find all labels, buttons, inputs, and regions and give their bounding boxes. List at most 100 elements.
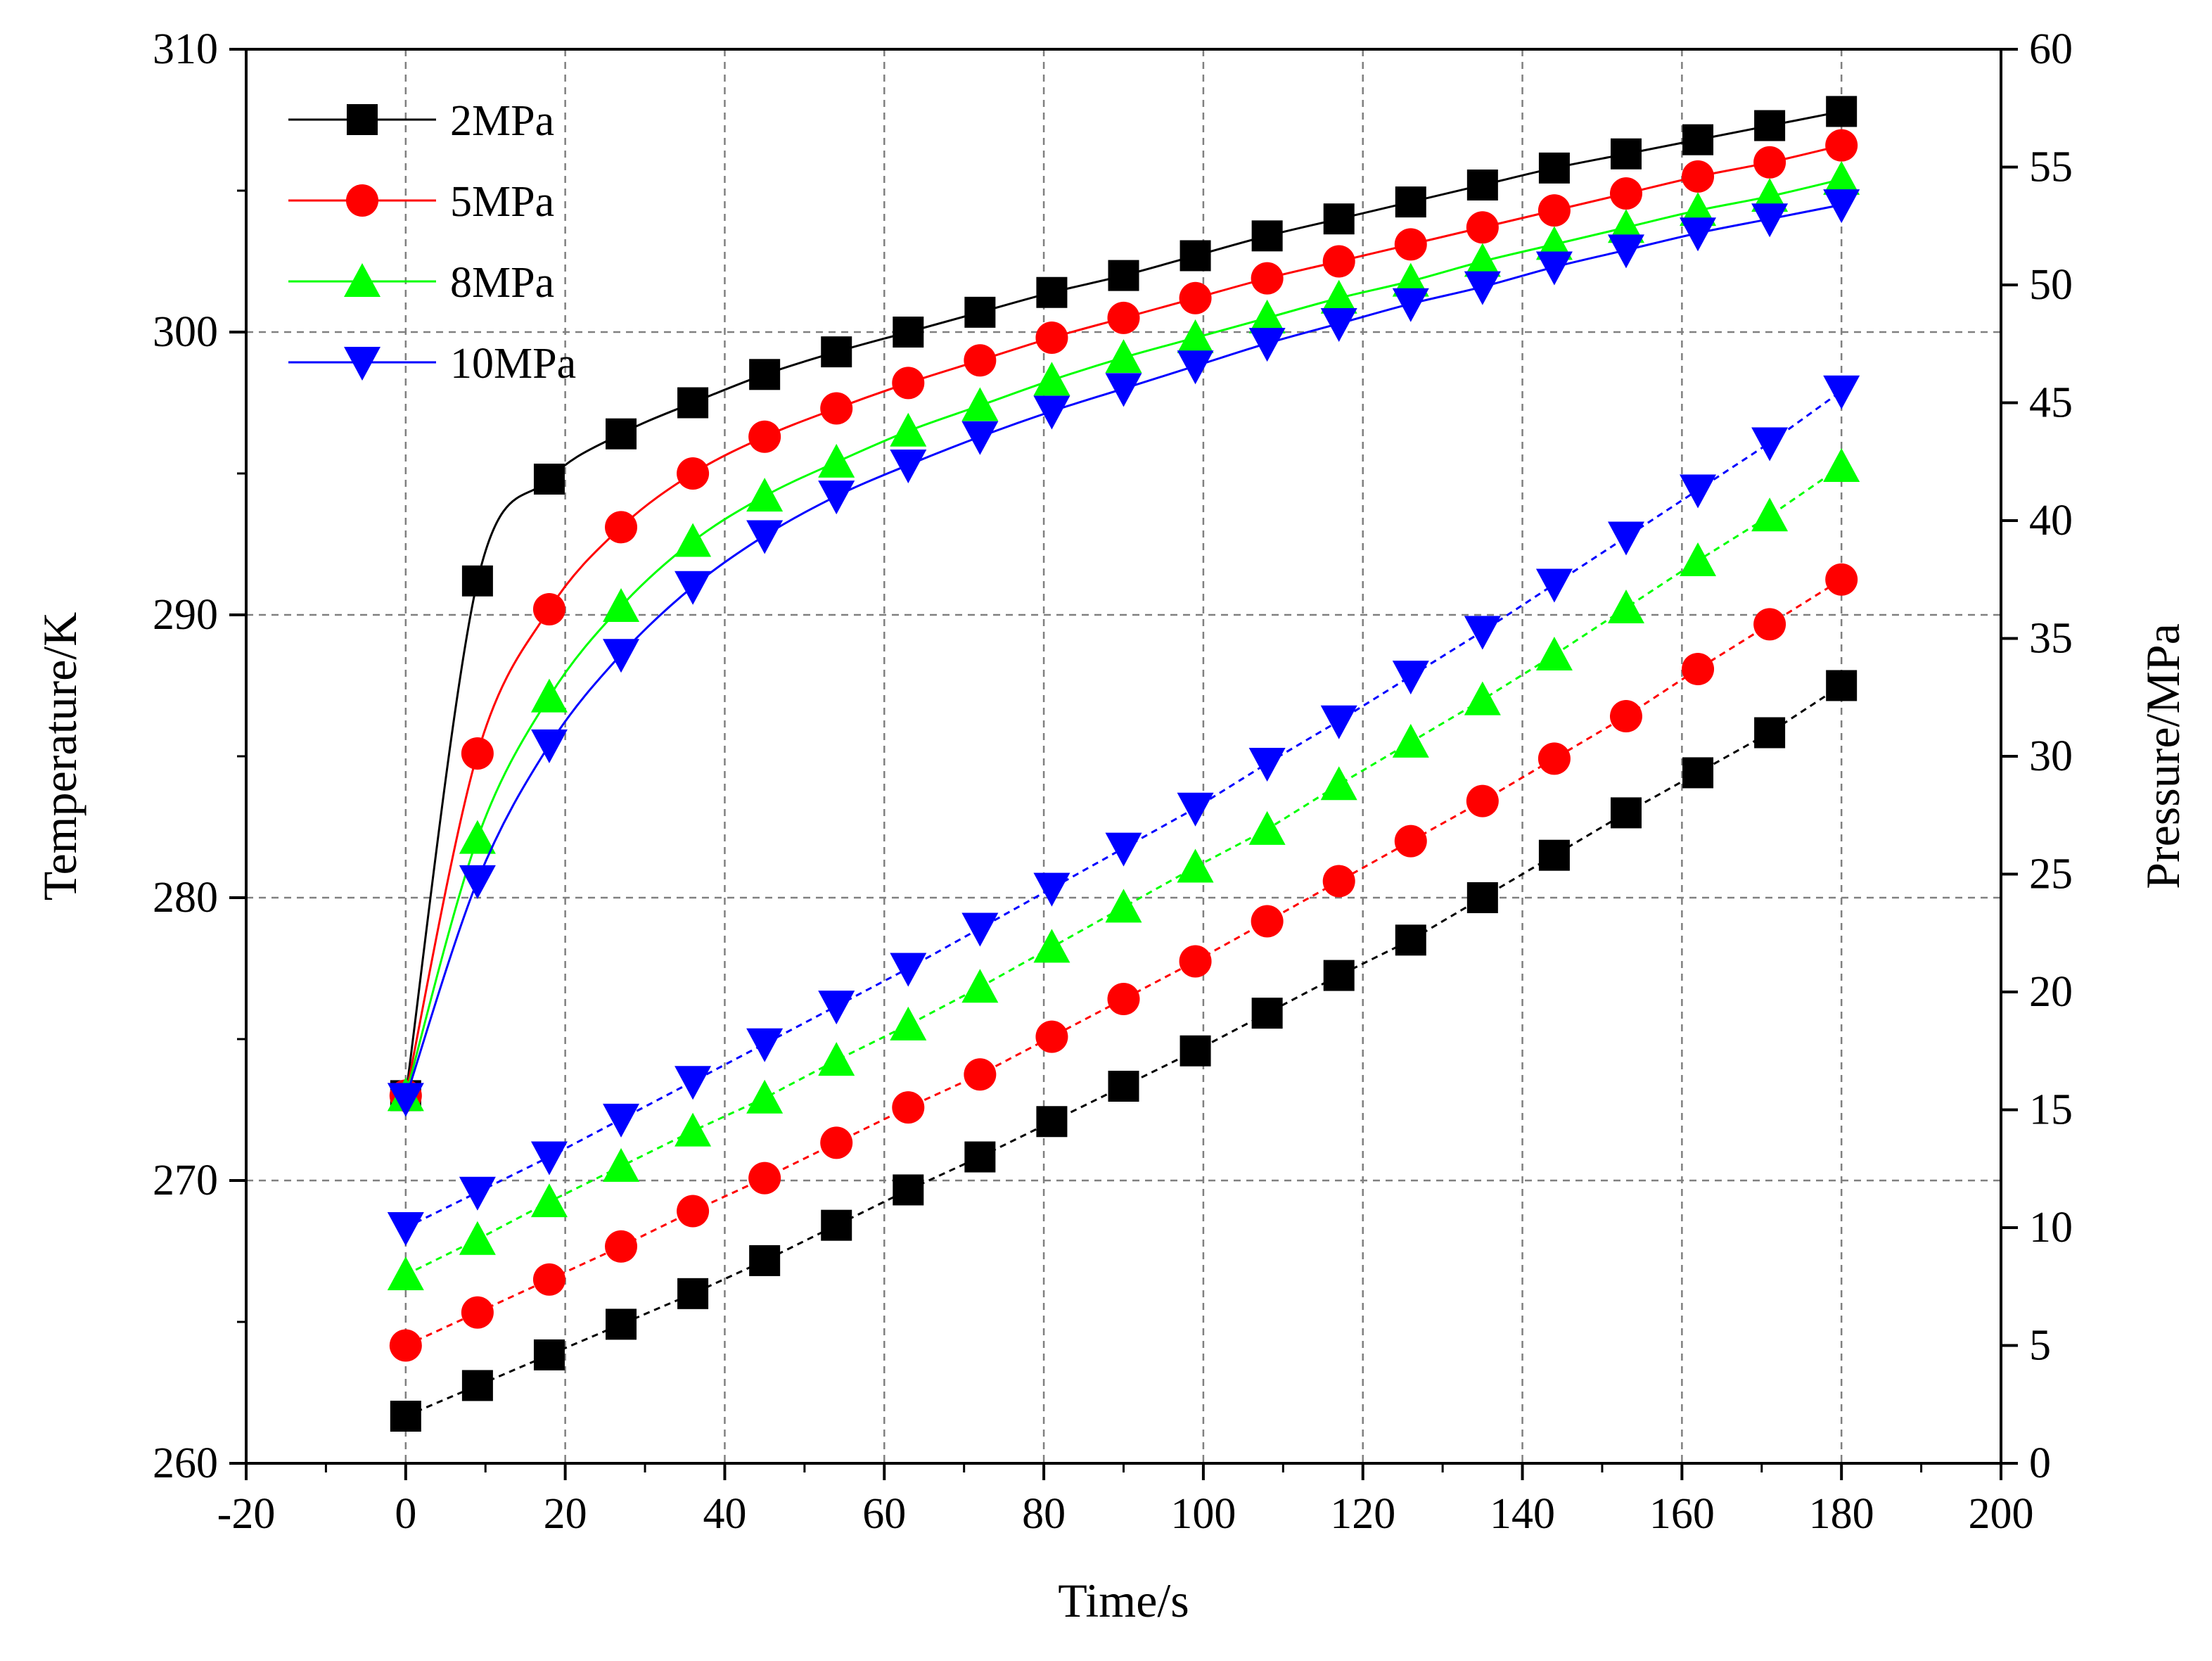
temperature-point [1395, 186, 1426, 218]
pressure-point [1394, 825, 1427, 858]
y-left-tick-label: 310 [153, 25, 218, 73]
pressure-point [1466, 882, 1498, 913]
pressure-point [1323, 960, 1355, 991]
pressure-point [1107, 983, 1140, 1016]
pressure-point [892, 1091, 925, 1124]
x-tick-label: 40 [703, 1490, 746, 1538]
temperature-point [1466, 211, 1499, 244]
y-right-tick-label: 40 [2029, 497, 2073, 545]
temperature-point [677, 387, 709, 419]
temperature-point [1033, 362, 1070, 396]
x-tick-label: 60 [862, 1490, 906, 1538]
temperature-point [675, 571, 712, 605]
y-right-tick-label: 50 [2029, 261, 2073, 309]
temperature-point [1464, 271, 1501, 305]
legend-item: 5MPa [288, 178, 554, 226]
pressure-point [1610, 797, 1642, 829]
pressure-point [1322, 865, 1355, 898]
pressure-point [1680, 542, 1717, 576]
temperature-point [961, 421, 999, 455]
temperature-point [1248, 328, 1286, 362]
pressure-point [1108, 1071, 1139, 1102]
pressure-point [387, 1212, 424, 1246]
pressure-point [603, 1103, 640, 1138]
pressure-point [821, 1209, 852, 1241]
y-right-tick-label: 15 [2029, 1086, 2073, 1134]
temperature-point [746, 478, 784, 512]
x-tick-label: 120 [1330, 1490, 1395, 1538]
temperature-point [1753, 146, 1786, 179]
temperature-point [1609, 177, 1642, 210]
temperature-point [1179, 281, 1212, 314]
pressure-point [1751, 497, 1789, 532]
temperature-point [893, 317, 924, 348]
temperature-point [1610, 138, 1642, 170]
y-left-tick-label: 260 [153, 1439, 218, 1487]
temperature-point [1680, 192, 1717, 227]
temperature-point [605, 511, 638, 544]
temperature-point [964, 296, 996, 328]
temperature-point [461, 737, 494, 770]
temperature-point [890, 449, 927, 483]
pressure-point [675, 1066, 712, 1100]
pressure-point [1248, 748, 1286, 782]
temperature-point [606, 418, 637, 450]
y-left-tick-label: 290 [153, 591, 218, 639]
pressure-point [1823, 447, 1860, 482]
temperature-point [1464, 243, 1501, 277]
y-right-tick-label: 20 [2029, 968, 2073, 1016]
temperature-point [1394, 228, 1427, 261]
x-tick-label: 100 [1170, 1490, 1236, 1538]
pressure-point [961, 912, 999, 947]
pressure-point [890, 953, 927, 987]
pressure-point [818, 991, 855, 1025]
pressure-point [1251, 905, 1284, 938]
x-axis-title: Time/s [1058, 1574, 1189, 1627]
pressure-point [1538, 839, 1570, 871]
y-right-tick-label: 45 [2029, 379, 2073, 427]
temperature-point [1107, 301, 1140, 334]
temperature-point [1105, 373, 1142, 407]
y-right-tick-label: 5 [2029, 1322, 2051, 1370]
pressure-point [1823, 375, 1860, 409]
temperature-point [532, 592, 565, 625]
temperature-point [1466, 169, 1498, 201]
pressure-point [1105, 832, 1142, 867]
pressure-point [387, 1256, 424, 1290]
pressure-point [461, 1370, 493, 1401]
pressure-point [1177, 792, 1214, 827]
pressure-point [1251, 998, 1283, 1029]
pressure-point [390, 1401, 421, 1432]
y-right-axis-title: Pressure/MPa [2136, 623, 2189, 889]
series-2MPa [390, 96, 1858, 1432]
pressure-point [748, 1162, 781, 1195]
pressure-point [890, 1006, 927, 1040]
temperature-point [1535, 226, 1573, 260]
axis-ticks [229, 48, 2018, 1480]
x-tick-label: 140 [1490, 1490, 1555, 1538]
temperature-point [746, 520, 784, 554]
temperature-point [1392, 288, 1429, 322]
legend-label: 8MPa [450, 259, 554, 307]
temperature-point [459, 865, 496, 899]
temperature-point [677, 457, 710, 490]
pressure-point [1395, 924, 1426, 956]
pressure-point [964, 1058, 997, 1091]
pressure-point [1320, 705, 1357, 739]
temperature-point [818, 443, 855, 478]
pressure-point [1753, 608, 1786, 641]
temperature-point [1823, 189, 1860, 224]
pressure-point [532, 1263, 565, 1296]
pressure-point [1033, 929, 1070, 963]
temperature-point [749, 359, 781, 390]
pressure-point [1177, 848, 1214, 883]
temperature-point [1035, 322, 1068, 355]
legend-marker [346, 184, 378, 217]
series-group [387, 96, 1860, 1432]
pressure-point [677, 1278, 709, 1309]
pressure-point [1033, 872, 1070, 907]
pressure-line-5MPa [405, 578, 1842, 1347]
legend-marker [347, 104, 378, 135]
temperature-point [1680, 217, 1717, 252]
